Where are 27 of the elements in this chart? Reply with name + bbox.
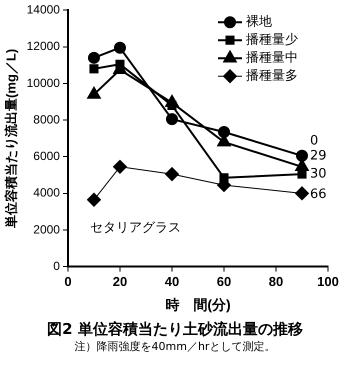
x-tick-label: 0 [64, 274, 72, 289]
annotation: 29 [310, 148, 327, 164]
y-tick-label: 2000 [33, 222, 60, 236]
annotation: 30 [310, 166, 327, 182]
y-tick-label: 6000 [33, 149, 60, 164]
y-axis-title: 単位容積当たり流出量(mg／L) [3, 48, 18, 229]
annotation: セタリアグラス [90, 220, 181, 236]
legend-label: 播種量少 [246, 32, 298, 48]
x-axis-title: 時 間(分) [165, 296, 231, 312]
legend-label: 裸地 [246, 14, 272, 30]
legend-label: 播種量中 [246, 50, 298, 66]
y-tick-label: 8000 [33, 112, 60, 126]
legend-label: 播種量多 [246, 68, 298, 84]
y-tick-label: 0 [53, 258, 60, 273]
x-tick-label: 100 [317, 274, 339, 289]
y-tick-label: 10000 [26, 76, 60, 90]
x-tick-label: 40 [164, 274, 180, 289]
x-tick-label: 20 [112, 274, 128, 289]
annotation: 66 [310, 187, 327, 202]
y-tick-label: 14000 [26, 2, 60, 17]
text: 図2 単位容積当たり土砂流出量の推移 [46, 320, 304, 339]
y-tick-label: 12000 [26, 39, 60, 54]
y-tick-label: 4000 [33, 186, 60, 200]
x-tick-label: 80 [268, 274, 284, 289]
x-tick-label: 60 [216, 274, 232, 289]
text: 注）降雨強度を40mm／hrとして測定。 [74, 339, 276, 354]
annotation: 0 [310, 133, 318, 148]
